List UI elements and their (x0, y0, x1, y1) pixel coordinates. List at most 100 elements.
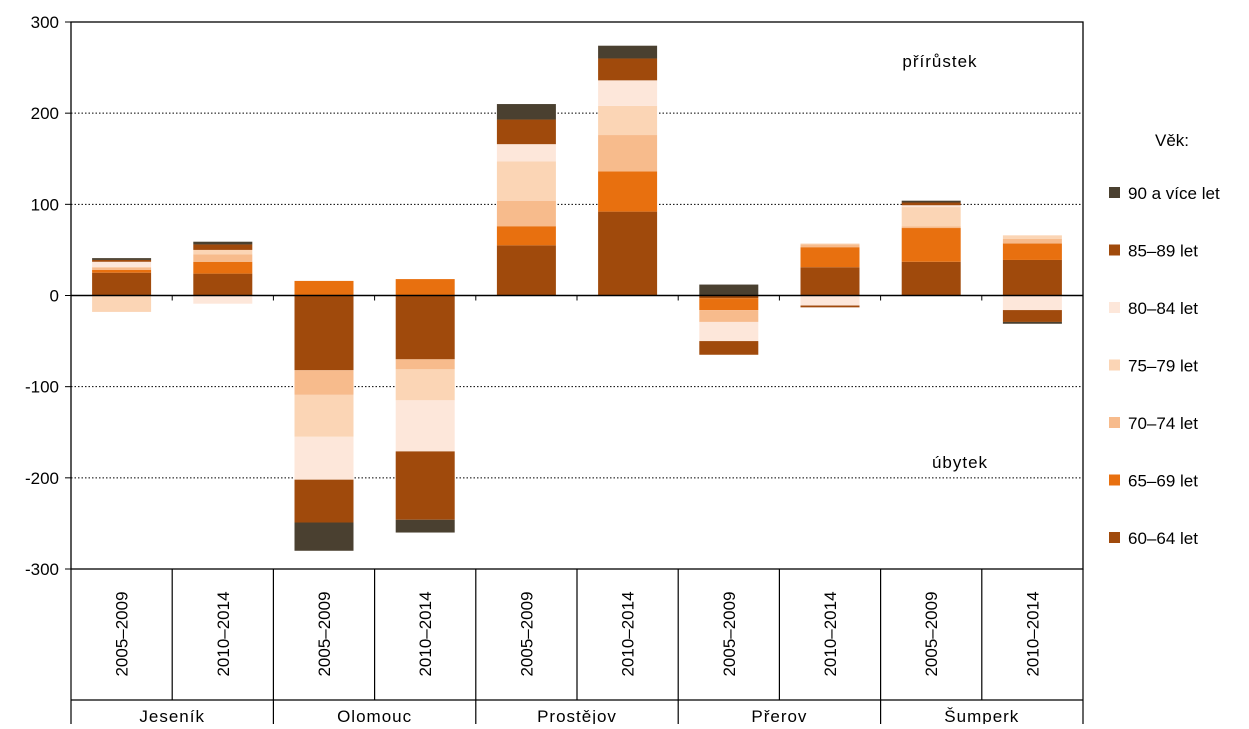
bar-segment (598, 58, 658, 81)
bar-segment (901, 228, 961, 262)
bar-segment (800, 295, 860, 306)
bar-segment (1002, 259, 1062, 296)
bar-segment (395, 400, 455, 452)
period-label: 2010–2014 (821, 591, 840, 676)
bar-segment (699, 341, 759, 355)
bar-segment (395, 295, 455, 360)
region-label: Jeseník (139, 707, 205, 724)
bar-segment (1002, 310, 1062, 322)
increase-annotation: přírůstek (902, 52, 977, 71)
legend-swatch (1109, 474, 1120, 486)
bar-segment (193, 254, 253, 262)
bar-segment (496, 245, 556, 296)
region-label: Přerov (751, 707, 807, 724)
bar-segment (294, 436, 354, 480)
y-tick-label: 300 (31, 13, 59, 32)
legend-swatch (1109, 244, 1120, 256)
bar-segment (901, 202, 961, 206)
bar-segment (1002, 235, 1062, 239)
legend-label: 80–84 let (1128, 299, 1198, 318)
bar-segment (598, 211, 658, 296)
bar-segment (193, 295, 253, 304)
bar-segment (598, 80, 658, 106)
bar-segment (598, 45, 658, 59)
legend-swatch (1109, 532, 1120, 543)
bar-segment (92, 259, 152, 262)
bar-segment (1002, 243, 1062, 260)
bar-segment (193, 244, 253, 250)
bar-segment (193, 249, 253, 255)
bar-segment (699, 284, 759, 296)
bar-segment (92, 267, 152, 270)
y-tick-label: 200 (31, 104, 59, 123)
legend-swatch (1109, 302, 1120, 313)
legend-title: Věk: (1155, 131, 1189, 150)
bar-segment (92, 269, 152, 273)
bar-segment (294, 280, 354, 296)
bar-segment (294, 479, 354, 523)
legend-label: 70–74 let (1128, 414, 1198, 433)
bar-segment (1002, 295, 1062, 311)
bar-segment (395, 369, 455, 401)
legend-label: 85–89 let (1128, 242, 1198, 261)
bar-segment (800, 244, 860, 248)
region-label: Prostějov (537, 707, 617, 724)
bar-segment (1002, 238, 1062, 244)
legend-swatch (1109, 359, 1120, 371)
bar-segment (395, 279, 455, 296)
bar-segment (294, 295, 354, 371)
bar-segment (496, 119, 556, 145)
bar-segment (800, 243, 860, 245)
period-label: 2010–2014 (214, 591, 233, 676)
legend-label: 90 a více let (1128, 184, 1220, 203)
bar-segment (496, 104, 556, 120)
y-tick-label: 0 (50, 287, 59, 306)
bar-segment (800, 247, 860, 268)
period-label: 2005–2009 (922, 591, 941, 676)
y-tick-label: 100 (31, 195, 59, 214)
bar-segment (92, 261, 152, 268)
decrease-annotation: úbytek (932, 453, 988, 472)
legend-label: 75–79 let (1128, 357, 1198, 376)
bar-segment (901, 261, 961, 296)
bar-segment (598, 171, 658, 212)
region-label: Olomouc (337, 707, 412, 724)
bar-segment (496, 161, 556, 201)
period-label: 2005–2009 (720, 591, 739, 676)
legend-label: 60–64 let (1128, 529, 1198, 548)
bar-segment (1002, 321, 1062, 324)
bar-segment (800, 267, 860, 296)
bar-segment (294, 522, 354, 551)
period-label: 2005–2009 (315, 591, 334, 676)
bar-segment (699, 298, 759, 311)
bar-segment (395, 451, 455, 520)
bar-segment (901, 200, 961, 203)
region-label: Šumperk (944, 707, 1019, 724)
bar-segment (699, 310, 759, 322)
y-tick-label: -200 (25, 469, 59, 488)
legend-swatch (1109, 187, 1120, 198)
bar-segment (699, 295, 759, 299)
period-label: 2010–2014 (619, 591, 638, 676)
bar-segment (193, 241, 253, 245)
period-label: 2005–2009 (517, 591, 536, 676)
bar-segment (92, 272, 152, 296)
bar-segment (92, 295, 152, 312)
bar-segment (598, 105, 658, 136)
bar-segment (800, 305, 860, 308)
bar-segment (496, 144, 556, 162)
bar-segment (294, 370, 354, 395)
y-tick-label: -100 (25, 378, 59, 397)
bar-segment (193, 273, 253, 296)
bar-segment (901, 205, 961, 208)
period-label: 2010–2014 (1023, 591, 1042, 676)
bar-segment (92, 258, 152, 260)
bar-segment (901, 207, 961, 227)
bar-segment (395, 359, 455, 370)
bar-segment (193, 261, 253, 274)
bar-segment (699, 321, 759, 342)
bar-segment (496, 200, 556, 227)
period-label: 2010–2014 (416, 591, 435, 676)
